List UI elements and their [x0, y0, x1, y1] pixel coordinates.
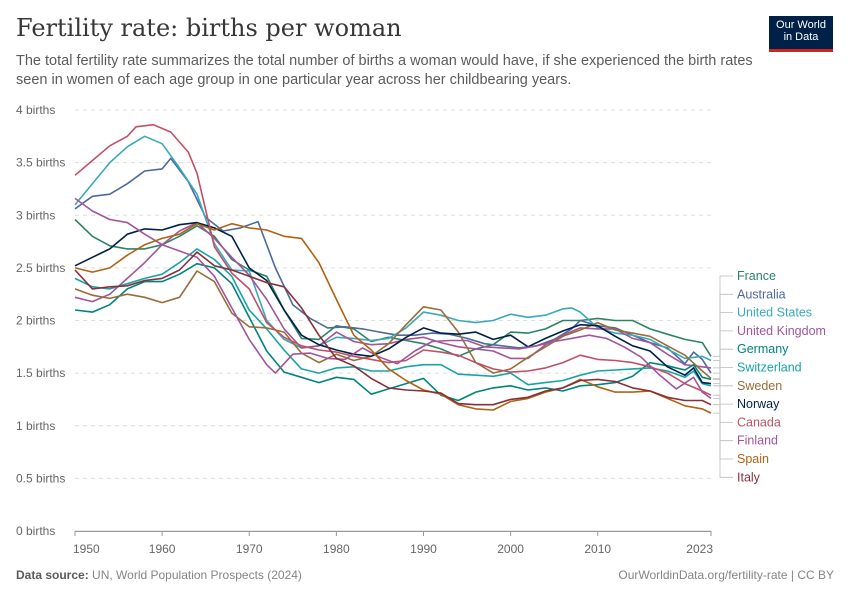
- series-line-australia[interactable]: [74, 157, 712, 374]
- y-tick-label: 3 births: [16, 208, 55, 222]
- chart-subtitle: The total fertility rate summarizes the …: [16, 53, 753, 88]
- x-tick-label: 2023: [686, 542, 713, 556]
- line-chart: 0 births 0.5 births 1 births 1.5 births 2 bi…: [16, 103, 826, 556]
- legend-label-australia[interactable]: Australia: [737, 287, 786, 301]
- legend-label-spain[interactable]: Spain: [737, 452, 769, 466]
- legend-connector: [713, 293, 733, 374]
- logo-line-1: Our World: [776, 19, 826, 31]
- legend-connector: [713, 275, 733, 357]
- legend-connector: [713, 383, 733, 405]
- legend-connector: [713, 312, 733, 361]
- y-tick-label: 2 births: [16, 314, 55, 328]
- legend-connector: [713, 378, 733, 387]
- legend-label-united-states[interactable]: United States: [737, 306, 812, 320]
- y-tick-label: 4 births: [16, 103, 55, 117]
- legend-label-switzerland[interactable]: Switzerland: [737, 361, 802, 375]
- chart-title: Fertility rate: births per woman: [16, 14, 402, 42]
- legend-label-france[interactable]: France: [737, 269, 776, 283]
- series-line-switzerland[interactable]: [74, 248, 712, 387]
- x-tick-label: 1970: [236, 542, 263, 556]
- legend-label-norway[interactable]: Norway: [737, 397, 780, 411]
- series-line-united-states[interactable]: [74, 135, 712, 362]
- legend-connector: [713, 394, 733, 423]
- y-tick-label: 1 births: [16, 419, 55, 433]
- y-tick-label: 1.5 births: [16, 366, 65, 380]
- x-tick-label: 1990: [410, 542, 437, 556]
- series-line-norway[interactable]: [74, 221, 712, 385]
- y-tick-label: 0.5 births: [16, 471, 65, 485]
- y-tick-label: 2.5 births: [16, 261, 65, 275]
- logo-line-2: in Data: [783, 31, 819, 43]
- owid-logo[interactable]: Our World in Data: [769, 16, 833, 52]
- series-line-germany[interactable]: [74, 262, 712, 402]
- series-line-italy[interactable]: [74, 251, 712, 406]
- legend: France Australia United States United Kingd…: [713, 269, 826, 484]
- legend-label-united-kingdom[interactable]: United Kingdom: [737, 324, 826, 338]
- legend-label-italy[interactable]: Italy: [737, 470, 761, 484]
- source-text: UN, World Population Prospects (2024): [92, 568, 302, 582]
- y-tick-label: 0 births: [16, 524, 55, 538]
- legend-connector: [713, 412, 733, 460]
- legend-label-sweden[interactable]: Sweden: [737, 379, 782, 393]
- legend-connector: [713, 404, 733, 478]
- x-tick-label: 1950: [73, 542, 100, 556]
- x-tick-label: 1960: [149, 542, 176, 556]
- series-line-finland[interactable]: [74, 197, 712, 400]
- x-tick-label: 2010: [584, 542, 611, 556]
- series-line-canada[interactable]: [74, 123, 712, 396]
- footer-source: Data source: UN, World Population Prospe…: [16, 568, 302, 582]
- legend-label-canada[interactable]: Canada: [737, 415, 781, 429]
- axes: 0 births 0.5 births 1 births 1.5 births 2 bi…: [16, 103, 713, 556]
- source-label: Data source:: [16, 568, 89, 582]
- x-tick-label: 1980: [323, 542, 350, 556]
- x-tick-label: 2000: [497, 542, 524, 556]
- series-line-france[interactable]: [74, 218, 712, 358]
- series-line-sweden[interactable]: [74, 270, 712, 380]
- series-lines: [74, 123, 712, 414]
- legend-connector: [713, 367, 733, 387]
- legend-connector: [713, 348, 733, 380]
- series-line-spain[interactable]: [74, 222, 712, 414]
- legend-label-finland[interactable]: Finland: [737, 434, 778, 448]
- legend-label-germany[interactable]: Germany: [737, 342, 789, 356]
- y-tick-label: 3.5 births: [16, 156, 65, 170]
- footer-url[interactable]: OurWorldinData.org/fertility-rate | CC B…: [618, 568, 834, 582]
